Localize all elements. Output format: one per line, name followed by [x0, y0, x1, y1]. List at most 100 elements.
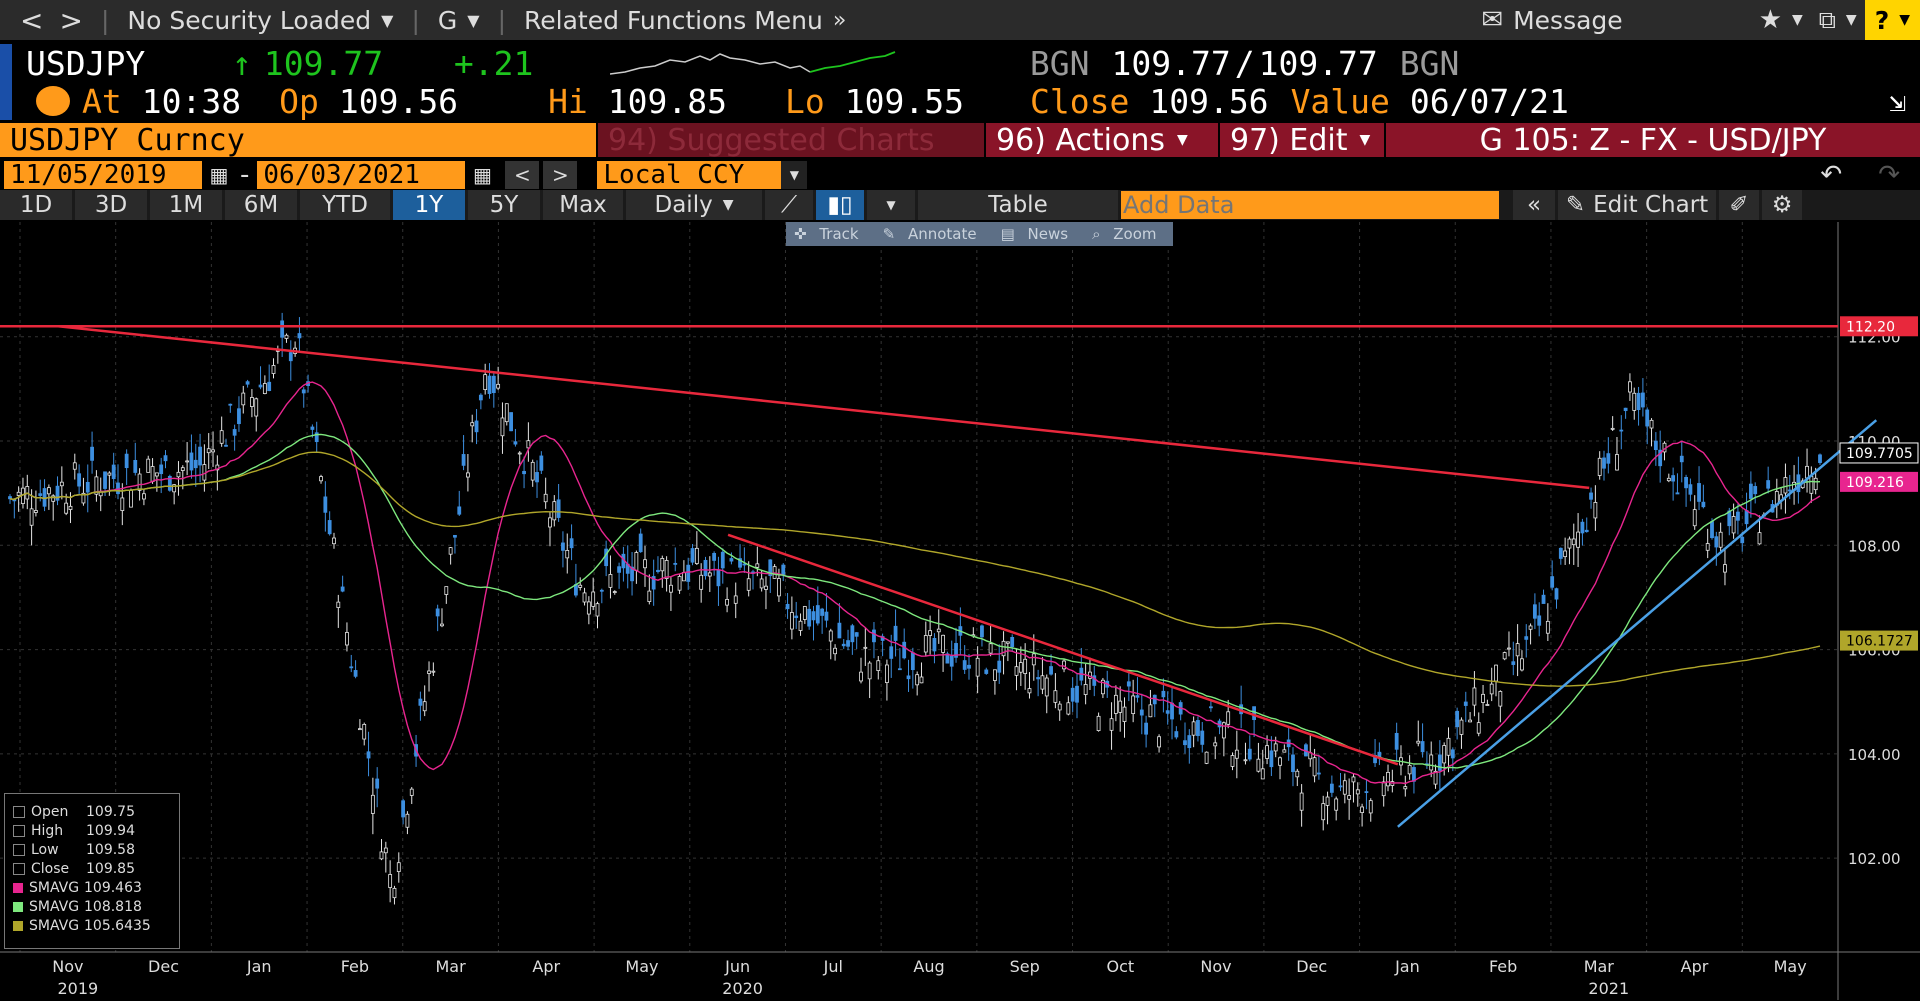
candle-body [150, 466, 155, 483]
candle-body [1325, 796, 1330, 806]
legend-value: 109.463 [84, 879, 142, 896]
range-1y[interactable]: 1Y [393, 190, 465, 220]
close-price: 109.56 [1149, 81, 1269, 121]
track-tool[interactable]: ✜ Track [786, 225, 875, 243]
period-select[interactable]: Daily ▼ [626, 190, 762, 220]
collapse-button[interactable]: « [1513, 190, 1555, 220]
legend-name: Close [31, 860, 70, 877]
candle-body [820, 608, 825, 616]
start-date-field[interactable]: 11/05/2019 [4, 160, 202, 190]
chart-type-dropdown[interactable]: ▼ [867, 190, 915, 220]
g-menu[interactable]: G ▼ [430, 6, 488, 35]
edit-menu[interactable]: 97) Edit ▼ [1220, 123, 1384, 158]
message-button[interactable]: ✉ Message [1473, 5, 1630, 35]
table-button[interactable]: Table [918, 190, 1118, 220]
range-1m[interactable]: 1M [150, 190, 222, 220]
close-label: Close [1030, 81, 1130, 121]
candle-body [211, 449, 215, 453]
candle-body [742, 563, 747, 566]
end-date-field[interactable]: 06/03/2021 [257, 160, 466, 190]
settings-button[interactable]: ⚙ [1762, 190, 1802, 220]
candle-body [1122, 706, 1127, 722]
envelope-icon: ✉ [1481, 5, 1504, 35]
calendar-icon[interactable]: ▦ [469, 161, 496, 189]
news-tool[interactable]: ▤ News [993, 225, 1085, 243]
divider: | [100, 5, 110, 35]
edit-chart-button[interactable]: ✎ Edit Chart [1558, 190, 1716, 220]
security-selector[interactable]: No Security Loaded ▼ [119, 6, 401, 35]
back-button[interactable]: < [20, 3, 44, 37]
high-price: 109.85 [607, 81, 728, 121]
range-ytd[interactable]: YTD [300, 190, 390, 220]
next-period-button[interactable]: > [543, 161, 578, 189]
redo-icon[interactable]: ↷ [1878, 160, 1900, 190]
open-price: 109.56 [338, 81, 459, 121]
candle-body [967, 664, 971, 669]
caret-down-icon[interactable]: ▼ [781, 161, 808, 189]
candle-body [1183, 740, 1187, 746]
candle-body [535, 472, 539, 483]
suggested-charts-button[interactable]: 94) Suggested Charts [598, 123, 984, 158]
legend-name: SMAVG [29, 898, 80, 915]
candle-body [1187, 735, 1192, 749]
security-accent-bar [0, 44, 12, 120]
net-change: +.21 [453, 43, 534, 83]
candle-body [1744, 510, 1749, 525]
end-date-value: 06/03/2021 [263, 160, 420, 190]
candle-body [237, 408, 241, 425]
candle-body [1494, 664, 1498, 682]
candle-body [1433, 770, 1438, 785]
favorites-button[interactable]: ★ ▼ [1751, 5, 1811, 35]
candlestick-icon: ▮▯ [827, 192, 853, 218]
bid-source: BGN [1029, 43, 1090, 83]
help-button[interactable]: ? ▼ [1864, 0, 1920, 40]
legend-row: SMAVG 105.6435 [5, 916, 179, 935]
candle-body [1757, 532, 1762, 545]
candle-body [997, 660, 1002, 673]
quote-line-2: At 10:38 Op 109.56 Hi 109.85 Lo 109.55 C… [0, 81, 1920, 121]
candle-body [90, 446, 94, 461]
candle-chart-button[interactable]: ▮▯ [816, 190, 864, 220]
legend-swatch [13, 901, 23, 912]
candle-body [811, 611, 816, 621]
forward-button[interactable]: > [59, 3, 83, 37]
range-1d[interactable]: 1D [0, 190, 72, 220]
window-button[interactable]: ⧉ ▼ [1811, 6, 1865, 34]
prev-period-button[interactable]: < [505, 161, 540, 189]
related-functions-menu[interactable]: Related Functions Menu » [516, 6, 854, 35]
candle-body [1576, 531, 1580, 548]
actions-menu[interactable]: 96) Actions ▼ [986, 123, 1218, 158]
candle-body [768, 559, 773, 577]
range-6m[interactable]: 6M [225, 190, 297, 220]
line-chart-button[interactable]: ⟋ [765, 190, 813, 220]
annotate-tool-button[interactable]: ✐ [1719, 190, 1759, 220]
range-5y[interactable]: 5Y [468, 190, 540, 220]
annotate-tool[interactable]: ✎ Annotate [875, 225, 993, 243]
candle-body [1291, 754, 1295, 773]
candle-body [802, 606, 807, 620]
candle-body [828, 630, 833, 642]
candle-body [120, 497, 125, 511]
candle-body [1403, 786, 1408, 790]
range-label: 1Y [414, 192, 444, 218]
candle-body [111, 464, 116, 480]
candle-body [599, 589, 604, 592]
security-field[interactable]: USDJPY Curncy [0, 123, 596, 158]
range-max[interactable]: Max [543, 190, 623, 220]
candle-body [59, 481, 64, 487]
range-3d[interactable]: 3D [75, 190, 147, 220]
x-tick-label: Jan [246, 957, 272, 976]
calendar-icon[interactable]: ▦ [206, 161, 232, 189]
export-icon[interactable]: ⇲ [1889, 84, 1906, 118]
zoom-tool[interactable]: ⌕ Zoom [1084, 225, 1172, 243]
candle-body [1256, 758, 1261, 772]
candle-body [906, 675, 911, 680]
candle-body [366, 751, 371, 759]
candle-body [746, 578, 751, 591]
undo-icon[interactable]: ↶ [1820, 160, 1843, 190]
candle-body [548, 517, 552, 528]
add-data-input[interactable] [1121, 191, 1499, 219]
candle-body [1658, 449, 1663, 467]
currency-select[interactable]: Local CCY [597, 160, 782, 190]
